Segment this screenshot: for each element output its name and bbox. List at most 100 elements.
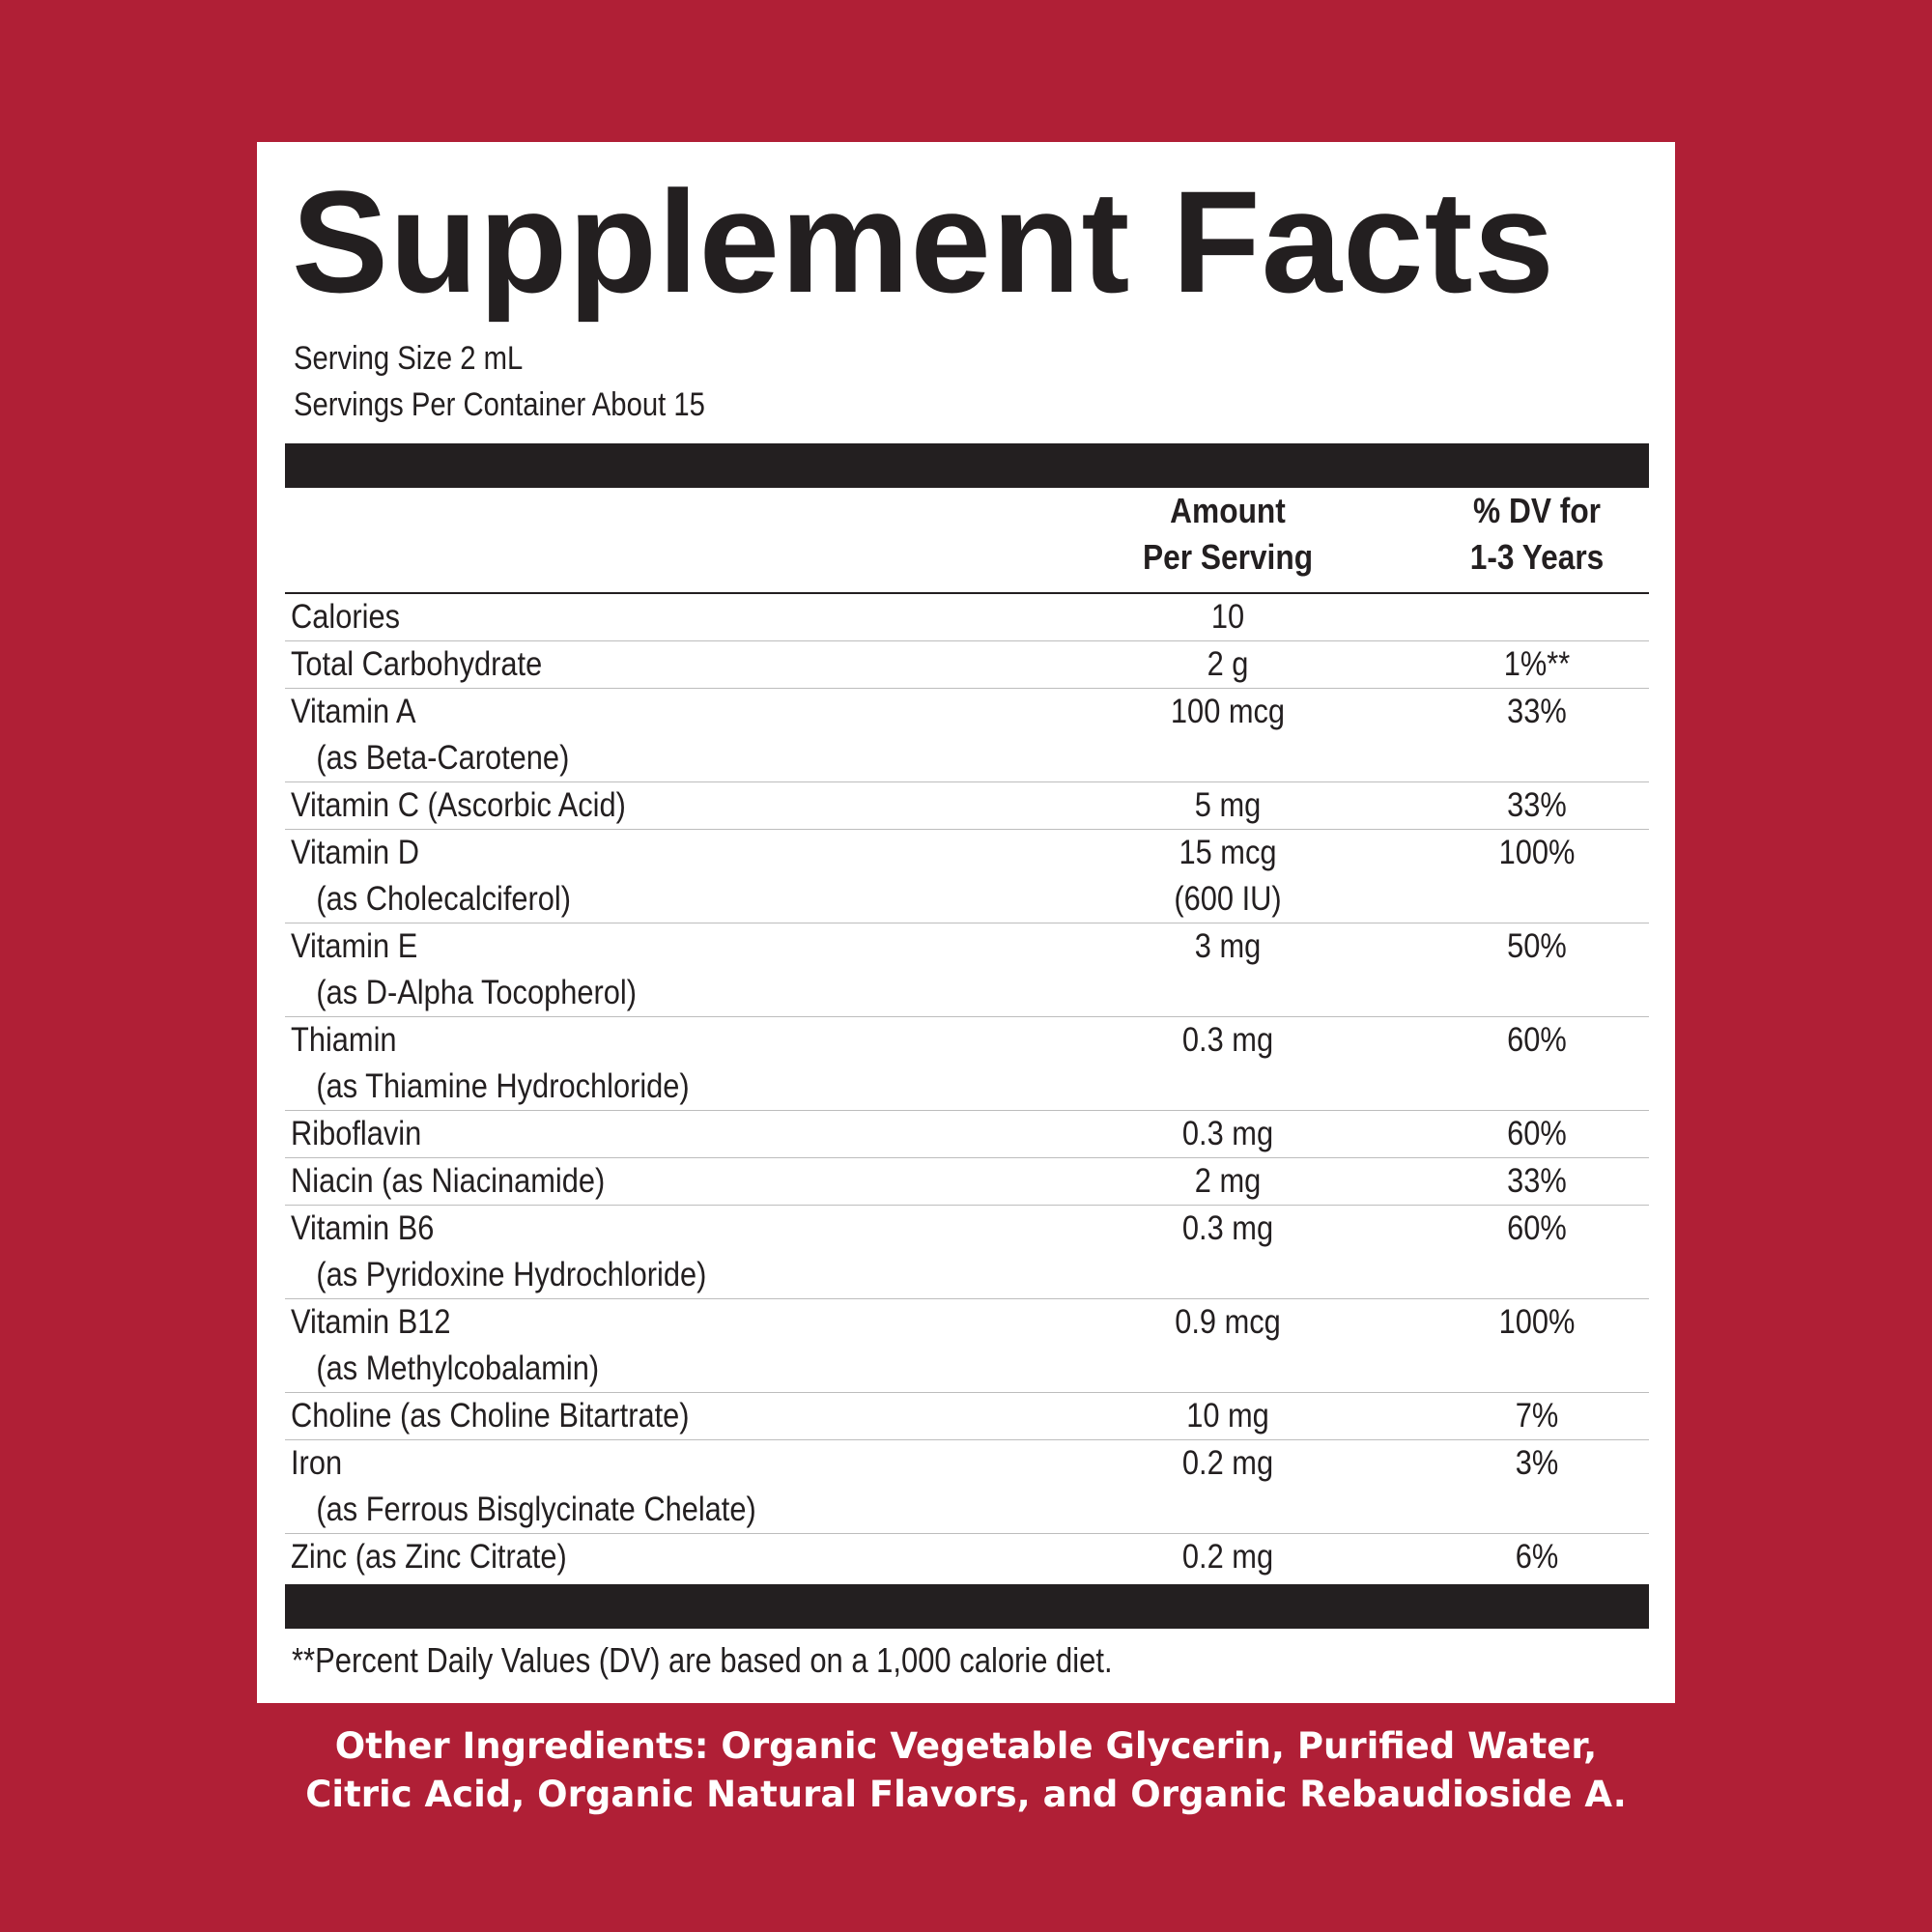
nutrient-name-cell: Riboflavin — [285, 1111, 1083, 1157]
daily-value-footnote: **Percent Daily Values (DV) are based on… — [292, 1640, 1113, 1680]
table-row: Vitamin A (as Beta-Carotene) 100 mcg 33% — [285, 689, 1649, 782]
nutrient-source: (as Cholecalciferol) — [316, 880, 572, 918]
daily-value-percent: 33% — [1507, 1162, 1567, 1200]
table-row: Calories 10 — [285, 594, 1649, 641]
supplement-facts-panel: Supplement Facts Serving Size 2 mL Servi… — [257, 142, 1675, 1703]
nutrient-name-cell: Calories — [285, 594, 1083, 640]
nutrient-name-cell: Zinc (as Zinc Citrate) — [285, 1534, 1083, 1580]
daily-value-cell: 7% — [1426, 1393, 1648, 1439]
nutrient-name: Vitamin E — [291, 927, 418, 965]
amount-cell: 15 mcg (600 IU) — [1107, 830, 1349, 923]
daily-value-percent: 60% — [1507, 1209, 1567, 1247]
nutrient-name: Vitamin B12 — [291, 1303, 451, 1341]
dv-header-line1: % DV for — [1472, 491, 1601, 530]
nutrient-name: Zinc (as Zinc Citrate) — [291, 1538, 567, 1576]
table-row: Vitamin C (Ascorbic Acid) 5 mg 33% — [285, 782, 1649, 830]
amount-cell: 0.3 mg — [1107, 1017, 1349, 1064]
daily-value-percent: 100% — [1498, 834, 1576, 871]
daily-value-percent: 6% — [1515, 1538, 1559, 1576]
amount-cell: 2 g — [1107, 641, 1349, 688]
nutrient-name: Thiamin — [291, 1021, 397, 1059]
nutrient-name-cell: Vitamin B6 (as Pyridoxine Hydrochloride) — [285, 1206, 1083, 1298]
serving-size: Serving Size 2 mL — [294, 340, 524, 377]
nutrient-name: Vitamin D — [291, 834, 419, 871]
nutrient-name-cell: Niacin (as Niacinamide) — [285, 1158, 1083, 1205]
amount-cell: 0.9 mcg — [1107, 1299, 1349, 1346]
amount-value: 100 mcg — [1170, 693, 1286, 730]
nutrient-name-cell: Vitamin D (as Cholecalciferol) — [285, 830, 1083, 923]
daily-value-percent: 7% — [1515, 1397, 1559, 1435]
table-row: Riboflavin 0.3 mg 60% — [285, 1111, 1649, 1158]
nutrient-name: Riboflavin — [291, 1115, 422, 1152]
nutrient-name: Niacin (as Niacinamide) — [291, 1162, 606, 1200]
amount-value: 10 — [1210, 598, 1245, 636]
table-row: Vitamin B6 (as Pyridoxine Hydrochloride) 0… — [285, 1206, 1649, 1299]
amount-header-line1: Amount — [1170, 491, 1286, 530]
nutrient-name-cell: Vitamin A (as Beta-Carotene) — [285, 689, 1083, 781]
table-row: Vitamin B12 (as Methylcobalamin) 0.9 mcg 10… — [285, 1299, 1649, 1393]
amount-value: 0.3 mg — [1181, 1115, 1274, 1152]
amount-header-line2: Per Serving — [1142, 537, 1314, 577]
daily-value-cell: 60% — [1426, 1017, 1648, 1064]
daily-value-percent: 3% — [1515, 1444, 1559, 1482]
daily-value-percent: 100% — [1498, 1303, 1576, 1341]
daily-value-cell: 60% — [1426, 1111, 1648, 1157]
other-ingredients: Other Ingredients: Organic Vegetable Gly… — [0, 1722, 1932, 1819]
other-ingredients-line1: Other Ingredients: Organic Vegetable Gly… — [334, 1725, 1598, 1767]
daily-value-cell: 33% — [1426, 1158, 1648, 1205]
other-ingredients-line2: Citric Acid, Organic Natural Flavors, an… — [305, 1774, 1627, 1815]
nutrient-source: (as Thiamine Hydrochloride) — [316, 1067, 690, 1105]
daily-value-cell: 6% — [1426, 1534, 1648, 1580]
amount-cell: 3 mg — [1107, 923, 1349, 970]
table-row: Choline (as Choline Bitartrate) 10 mg 7% — [285, 1393, 1649, 1440]
amount-per-serving-header: Amount Per Serving — [1122, 488, 1334, 581]
table-row: Total Carbohydrate 2 g 1%** — [285, 641, 1649, 689]
nutrient-source: (as Beta-Carotene) — [316, 739, 570, 777]
amount-cell: 10 mg — [1107, 1393, 1349, 1439]
daily-value-percent: 1%** — [1503, 645, 1571, 683]
nutrient-name: Total Carbohydrate — [291, 645, 543, 683]
daily-value-cell: 100% — [1426, 1299, 1648, 1346]
daily-value-cell: 33% — [1426, 782, 1648, 829]
nutrient-table: Calories 10 Total Carbohydrate 2 g 1%** Vitam… — [285, 594, 1649, 1580]
amount-cell: 100 mcg — [1107, 689, 1349, 735]
daily-value-cell: 50% — [1426, 923, 1648, 970]
daily-value-cell: 3% — [1426, 1440, 1648, 1487]
daily-value-cell: 1%** — [1426, 641, 1648, 688]
nutrient-source: (as Ferrous Bisglycinate Chelate) — [316, 1491, 756, 1528]
daily-value-cell: 33% — [1426, 689, 1648, 735]
nutrient-source: (as Pyridoxine Hydrochloride) — [316, 1256, 707, 1293]
nutrient-name: Vitamin C (Ascorbic Acid) — [291, 786, 626, 824]
nutrient-name: Choline (as Choline Bitartrate) — [291, 1397, 690, 1435]
table-row: Vitamin E (as D-Alpha Tocopherol) 3 mg 50% — [285, 923, 1649, 1017]
daily-value-cell: 100% — [1426, 830, 1648, 876]
table-row: Iron (as Ferrous Bisglycinate Chelate) 0.2… — [285, 1440, 1649, 1534]
nutrient-name: Calories — [291, 598, 400, 636]
nutrient-source: (as Methylcobalamin) — [316, 1350, 600, 1387]
nutrient-name: Iron — [291, 1444, 343, 1482]
amount-value: 3 mg — [1194, 927, 1262, 965]
amount-value: 0.3 mg — [1181, 1209, 1274, 1247]
table-row: Vitamin D (as Cholecalciferol) 15 mcg (600 … — [285, 830, 1649, 923]
daily-value-percent: 60% — [1507, 1115, 1567, 1152]
nutrient-name: Vitamin A — [291, 693, 416, 730]
daily-value-header: % DV for 1-3 Years — [1439, 488, 1634, 581]
daily-value-cell: 60% — [1426, 1206, 1648, 1252]
amount-cell: 0.3 mg — [1107, 1206, 1349, 1252]
daily-value-percent: 60% — [1507, 1021, 1567, 1059]
amount-value: 0.3 mg — [1181, 1021, 1274, 1059]
nutrient-name-cell: Vitamin B12 (as Methylcobalamin) — [285, 1299, 1083, 1392]
amount-cell: 0.2 mg — [1107, 1534, 1349, 1580]
bottom-divider-bar — [285, 1584, 1649, 1629]
table-row: Niacin (as Niacinamide) 2 mg 33% — [285, 1158, 1649, 1206]
nutrient-name-cell: Choline (as Choline Bitartrate) — [285, 1393, 1083, 1439]
amount-value: 15 mcg — [1179, 834, 1277, 871]
amount-value: 2 g — [1207, 645, 1249, 683]
amount-cell: 5 mg — [1107, 782, 1349, 829]
daily-value-percent: 33% — [1507, 786, 1567, 824]
servings-per-container: Servings Per Container About 15 — [294, 386, 705, 423]
nutrient-name: Vitamin B6 — [291, 1209, 435, 1247]
amount-value: 10 mg — [1186, 1397, 1269, 1435]
nutrient-source: (as D-Alpha Tocopherol) — [316, 974, 637, 1011]
top-divider-bar — [285, 443, 1649, 488]
